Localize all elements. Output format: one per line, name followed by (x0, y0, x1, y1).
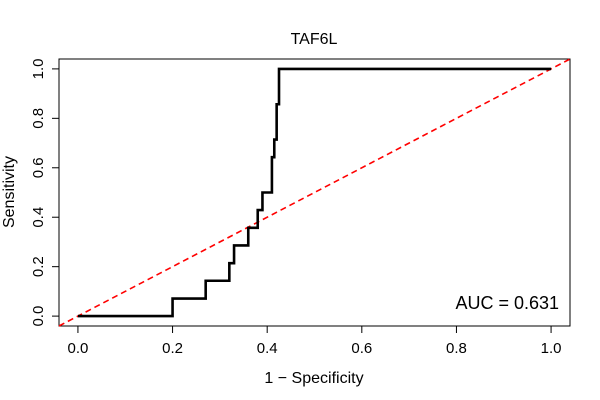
x-tick-label: 1.0 (541, 340, 562, 357)
y-axis: 0.0 0.2 0.4 0.6 0.8 1.0 (30, 58, 60, 327)
y-tick-label: 0.4 (30, 207, 47, 228)
y-tick-label: 0.0 (30, 306, 47, 327)
x-tick-label: 0.8 (446, 340, 467, 357)
x-axis-label: 1 − Specificity (264, 370, 363, 387)
y-tick-label: 0.2 (30, 256, 47, 277)
x-tick-label: 0.4 (257, 340, 278, 357)
plot-area (58, 58, 571, 327)
chance-line (58, 58, 571, 327)
y-tick-label: 0.8 (30, 108, 47, 129)
x-tick-label: 0.2 (162, 340, 183, 357)
y-axis-label: Sensitivity (1, 156, 18, 228)
y-tick-label: 1.0 (30, 58, 47, 79)
x-tick-label: 0.0 (67, 340, 88, 357)
x-tick-label: 0.6 (351, 340, 372, 357)
y-tick-label: 0.6 (30, 157, 47, 178)
auc-annotation: AUC = 0.631 (455, 293, 559, 313)
chart-title: TAF6L (291, 31, 338, 48)
roc-curve (77, 67, 552, 318)
x-axis: 0.0 0.2 0.4 0.6 0.8 1.0 (67, 325, 562, 357)
